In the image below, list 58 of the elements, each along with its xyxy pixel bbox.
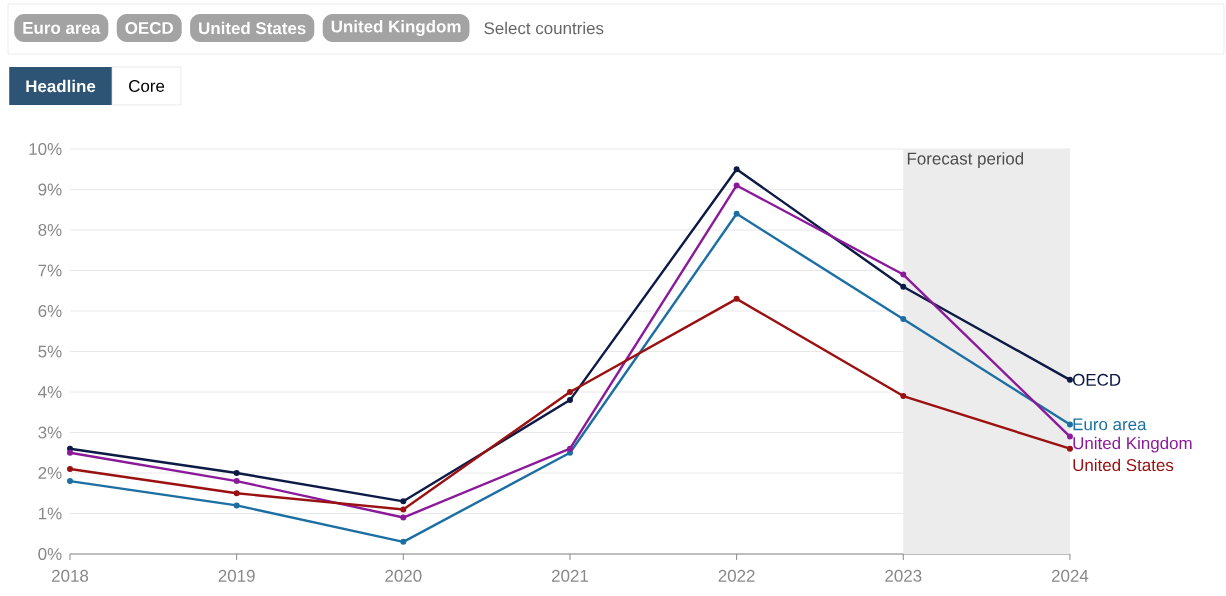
x-tick-label: 2020 xyxy=(385,569,422,582)
y-tick-label: 6% xyxy=(38,304,62,317)
y-tick-label: 3% xyxy=(38,426,62,439)
x-tick-label: 2023 xyxy=(885,569,922,582)
point xyxy=(900,393,907,400)
point xyxy=(900,271,907,278)
point xyxy=(733,166,740,173)
point xyxy=(67,445,74,452)
text: United Kingdom xyxy=(331,20,461,36)
point xyxy=(1066,433,1073,440)
y-tick-label: 9% xyxy=(38,183,62,196)
point xyxy=(400,538,407,545)
point xyxy=(900,283,907,290)
y-tick-label: 2% xyxy=(38,467,62,479)
point xyxy=(900,316,907,323)
text: Core xyxy=(129,80,165,92)
point xyxy=(67,478,74,485)
x-tick-label: 2024 xyxy=(1051,569,1089,582)
band-label: Forecast period xyxy=(907,152,1024,168)
text: United States xyxy=(199,21,306,35)
x-tick-label: 2018 xyxy=(52,569,89,582)
point xyxy=(67,449,74,456)
x-tick-label: 2021 xyxy=(552,569,588,582)
point xyxy=(1066,445,1073,452)
point xyxy=(566,388,573,395)
text: OECD xyxy=(125,22,173,34)
y-tick-label: 5% xyxy=(38,345,62,358)
point xyxy=(1066,421,1073,428)
x-tick-label: 2022 xyxy=(718,569,755,582)
series-label: United States xyxy=(1073,458,1174,472)
point xyxy=(400,506,407,513)
y-tick-label: 10% xyxy=(29,142,62,155)
point xyxy=(233,490,240,497)
text: Euro area xyxy=(23,22,101,34)
point xyxy=(67,465,74,472)
point xyxy=(566,445,573,452)
point xyxy=(233,502,240,509)
point xyxy=(233,469,240,476)
series-label: OECD xyxy=(1072,373,1121,386)
point xyxy=(733,182,740,189)
y-tick-label: 4% xyxy=(38,386,62,398)
series-label: Euro area xyxy=(1073,418,1147,431)
series-label: United Kingdom xyxy=(1073,436,1192,453)
point xyxy=(233,478,240,485)
text: Select countries xyxy=(484,21,604,35)
point xyxy=(566,449,573,456)
y-tick-label: 8% xyxy=(38,223,62,236)
point xyxy=(733,210,740,217)
point xyxy=(733,295,740,302)
point xyxy=(1066,376,1073,383)
x-tick-label: 2019 xyxy=(218,569,255,582)
point xyxy=(566,397,573,404)
point xyxy=(400,514,407,521)
y-tick-label: 7% xyxy=(38,264,62,277)
point xyxy=(400,498,407,505)
text: Headline xyxy=(26,79,96,93)
y-tick-label: 1% xyxy=(38,507,62,520)
y-tick-label: 0% xyxy=(38,547,62,560)
